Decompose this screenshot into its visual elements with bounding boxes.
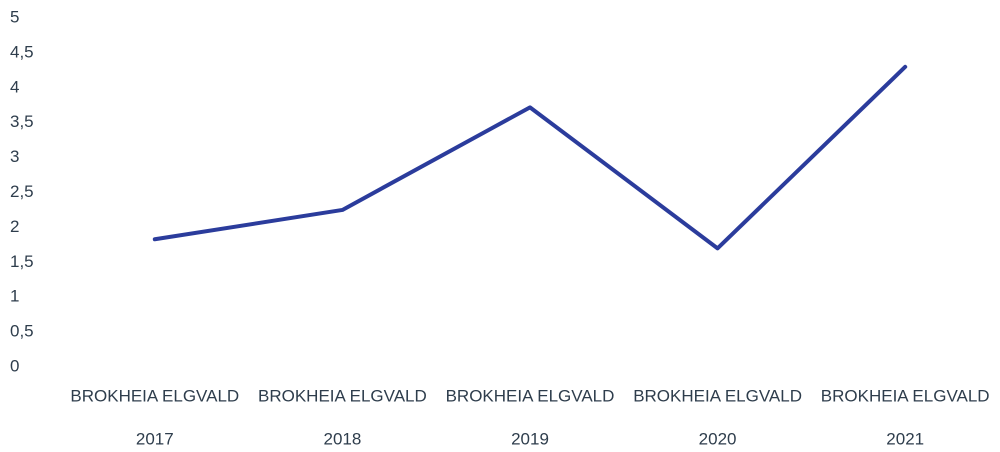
y-tick-label: 3,5	[10, 112, 34, 131]
y-tick-label: 0	[10, 356, 19, 375]
x-tick-label: 2019	[511, 429, 549, 448]
x-tick-label: BROKHEIA ELGVALD	[821, 386, 990, 405]
y-tick-label: 4	[10, 77, 19, 96]
x-tick-label: 2020	[699, 429, 737, 448]
x-tick-label: 2021	[886, 429, 924, 448]
x-tick-label: BROKHEIA ELGVALD	[258, 386, 427, 405]
y-tick-label: 2,5	[10, 182, 34, 201]
line	[152, 64, 908, 251]
y-tick-label: 3	[10, 147, 19, 166]
x-tick-label: BROKHEIA ELGVALD	[70, 386, 239, 405]
y-tick-label: 1,5	[10, 252, 34, 271]
x-tick-label: 2017	[136, 429, 174, 448]
x-tick-label: BROKHEIA ELGVALD	[633, 386, 802, 405]
x-tick-label: 2018	[323, 429, 361, 448]
y-tick-label: 0,5	[10, 322, 34, 341]
y-tick-label: 5	[10, 7, 19, 26]
y-tick-label: 4,5	[10, 42, 34, 61]
y-tick-label: 1	[10, 287, 19, 306]
x-tick-label: BROKHEIA ELGVALD	[446, 386, 615, 405]
y-tick-label: 2	[10, 217, 19, 236]
